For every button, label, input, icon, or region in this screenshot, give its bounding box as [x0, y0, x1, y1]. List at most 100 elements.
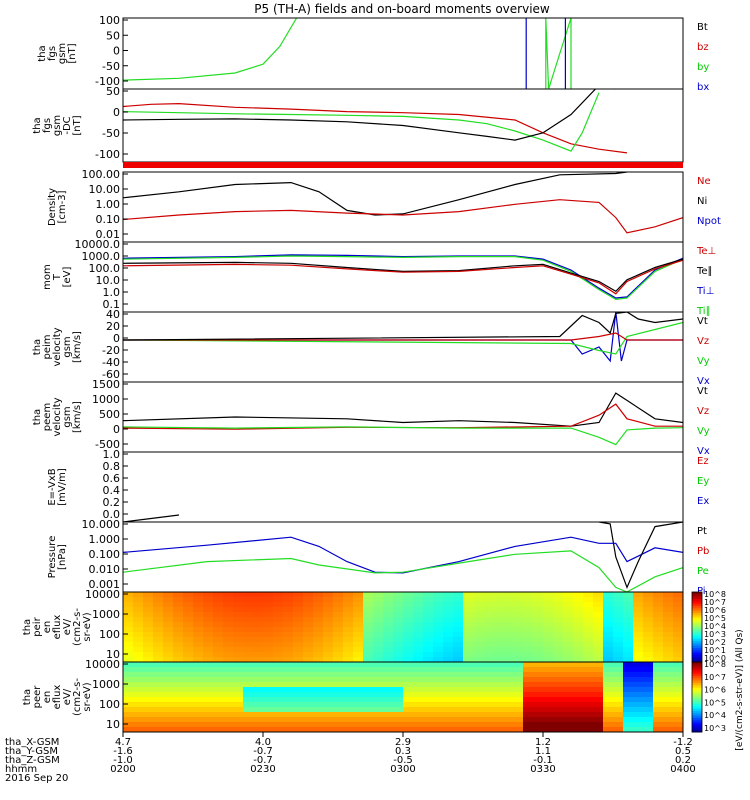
heatmap-cell	[183, 712, 194, 718]
heatmap-cell	[303, 637, 314, 643]
heatmap-cell	[303, 722, 314, 728]
heatmap-cell	[623, 637, 634, 643]
heatmap-cell	[493, 692, 504, 698]
heatmap-cell	[233, 662, 244, 668]
heatmap-cell	[173, 637, 184, 643]
heatmap-cell	[493, 632, 504, 638]
series-line	[123, 514, 180, 522]
heatmap-cell	[363, 717, 374, 723]
y-tick-label: 50	[106, 85, 120, 98]
colorbar-cell	[692, 617, 702, 621]
heatmap-cell	[483, 697, 494, 703]
heatmap-cell	[343, 687, 354, 693]
heatmap-cell	[473, 712, 484, 718]
series-line	[123, 536, 683, 574]
heatmap-cell	[673, 697, 684, 703]
heatmap-cell	[333, 622, 344, 628]
heatmap-cell	[243, 677, 254, 683]
heatmap-cell	[123, 667, 134, 673]
legend-entry: Ni	[697, 196, 707, 207]
heatmap-cell	[343, 662, 354, 668]
heatmap-cell	[323, 682, 334, 688]
y-axis-label: mom	[42, 264, 53, 290]
heatmap-cell	[523, 592, 534, 598]
heatmap-cell	[183, 632, 194, 638]
heatmap-cell	[493, 607, 504, 613]
heatmap-cell	[303, 602, 314, 608]
y-tick-label: 0	[113, 45, 120, 58]
heatmap-cell	[573, 652, 584, 658]
heatmap-cell	[633, 657, 644, 663]
y-tick-label: 1000	[92, 678, 120, 691]
heatmap-cell	[643, 667, 654, 673]
heatmap-cell	[623, 662, 634, 668]
heatmap-cell	[283, 677, 294, 683]
heatmap-cell	[183, 642, 194, 648]
heatmap-cell	[523, 627, 534, 633]
heatmap-cell	[433, 637, 444, 643]
heatmap-cell	[353, 602, 364, 608]
heatmap-cell	[423, 707, 434, 713]
heatmap-cell	[173, 597, 184, 603]
legend-entry: Pt	[697, 526, 707, 537]
heatmap-cell	[543, 642, 554, 648]
heatmap-cell	[443, 632, 454, 638]
heatmap-cell	[153, 642, 164, 648]
heatmap-cell	[383, 652, 394, 658]
heatmap-cell	[333, 712, 344, 718]
legend-entry: Npot	[697, 216, 721, 227]
heatmap-cell	[503, 647, 514, 653]
heatmap-cell	[623, 682, 634, 688]
heatmap-cell	[163, 657, 174, 663]
heatmap-cell	[163, 677, 174, 683]
heatmap-cell	[543, 727, 554, 733]
colorbar-tick-label: 10^7	[704, 598, 726, 607]
heatmap-cell	[203, 647, 214, 653]
heatmap-cell	[493, 727, 504, 733]
heatmap-cell	[413, 592, 424, 598]
heatmap-cell	[413, 692, 424, 698]
heatmap-cell	[133, 617, 144, 623]
heatmap-cell	[523, 602, 534, 608]
heatmap-cell	[193, 712, 204, 718]
heatmap-cell	[243, 652, 254, 658]
heatmap-cell	[463, 707, 474, 713]
heatmap-cell	[583, 657, 594, 663]
heatmap-cell	[633, 632, 644, 638]
heatmap-cell	[223, 707, 234, 713]
heatmap-cell	[173, 717, 184, 723]
heatmap-cell	[323, 697, 334, 703]
colorbar-cell	[692, 676, 702, 679]
heatmap-cell	[323, 642, 334, 648]
heatmap-cell	[453, 707, 464, 713]
heatmap-cell	[583, 662, 594, 668]
heatmap-cell	[163, 672, 174, 678]
x-tick-label: 4.7	[115, 737, 131, 748]
heatmap-cell	[273, 617, 284, 623]
heatmap-cell	[253, 632, 264, 638]
heatmap-cell	[533, 647, 544, 653]
heatmap-cell	[303, 667, 314, 673]
heatmap-cell	[583, 722, 594, 728]
heatmap-cell	[243, 662, 254, 668]
heatmap-cell	[333, 717, 344, 723]
heatmap-cell	[353, 592, 364, 598]
heatmap-cell	[273, 667, 284, 673]
heatmap-cell	[183, 662, 194, 668]
heatmap-cell	[513, 727, 524, 733]
heatmap-cell	[553, 617, 564, 623]
colorbar-cell	[692, 592, 702, 595]
heatmap-cell	[623, 712, 634, 718]
heatmap-cell	[613, 607, 624, 613]
heatmap-cell	[253, 612, 264, 618]
heatmap-cell	[353, 687, 364, 693]
heatmap-cell	[273, 727, 284, 733]
heatmap-cell	[143, 722, 154, 728]
heatmap-cell	[393, 632, 404, 638]
heatmap-cell	[263, 652, 274, 658]
heatmap-cell	[243, 617, 254, 623]
heatmap-cell	[163, 612, 174, 618]
heatmap-cell	[203, 637, 214, 643]
y-axis-label: peem	[42, 403, 53, 431]
heatmap-cell	[323, 602, 334, 608]
